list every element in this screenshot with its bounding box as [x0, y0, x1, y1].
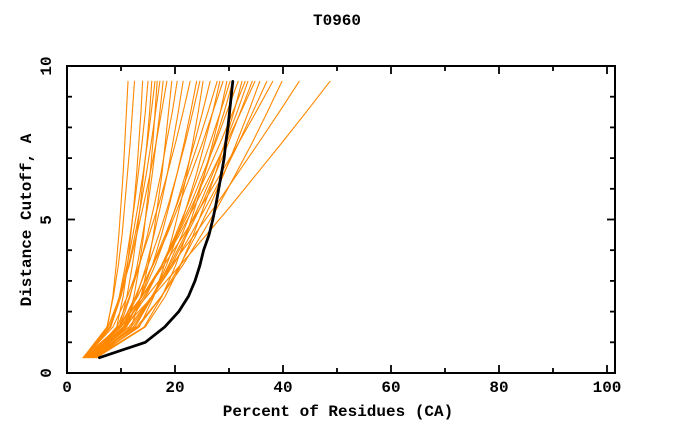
prediction-curve — [82, 80, 168, 359]
prediction-curve — [85, 80, 161, 359]
prediction-curve — [86, 80, 178, 359]
prediction-curve — [82, 80, 156, 359]
x-tick-label: 60 — [381, 379, 401, 397]
prediction-curve — [96, 80, 283, 359]
prediction-curve — [88, 80, 231, 359]
prediction-curve — [92, 80, 221, 359]
prediction-curve — [88, 80, 211, 359]
x-tick-label: 100 — [592, 379, 622, 397]
x-tick-label: 40 — [273, 379, 293, 397]
prediction-curve — [93, 80, 261, 359]
prediction-curve — [85, 80, 274, 359]
chart-title: T0960 — [312, 12, 362, 30]
x-tick-label: 0 — [62, 379, 72, 397]
x-axis-label: Percent of Residues (CA) — [222, 403, 454, 421]
prediction-curve — [88, 80, 256, 359]
prediction-curve — [93, 80, 204, 359]
prediction-curve — [85, 80, 224, 359]
x-tick-label: 80 — [489, 379, 509, 397]
x-tick-label: 20 — [165, 379, 185, 397]
prediction-curve — [83, 80, 191, 359]
prediction-curve — [88, 80, 300, 359]
prediction-curve — [94, 80, 228, 359]
y-axis-label: Distance Cutoff, A — [18, 133, 36, 307]
highlighted-model-curve — [98, 79, 235, 360]
prediction-curve — [90, 80, 331, 359]
prediction-curve — [86, 80, 239, 359]
prediction-curve — [92, 80, 253, 359]
prediction-curve — [90, 80, 268, 359]
y-tick-label: 0 — [38, 368, 56, 378]
prediction-curve — [89, 80, 164, 359]
y-tick-label: 5 — [38, 214, 56, 225]
y-tick-label: 10 — [38, 56, 56, 76]
prediction-curve — [82, 80, 136, 359]
